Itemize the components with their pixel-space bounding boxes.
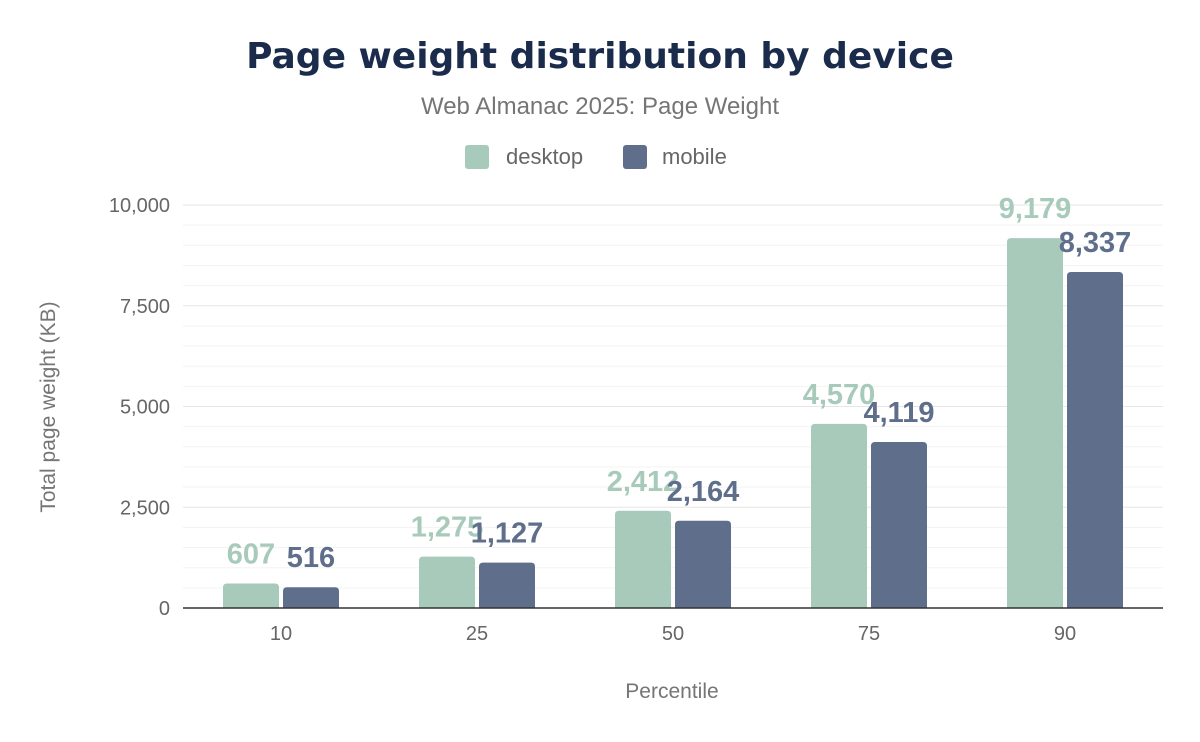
data-label-desktop-90: 9,179	[999, 193, 1072, 225]
x-tick-label: 50	[662, 623, 684, 645]
y-axis-title: Total page weight (KB)	[37, 301, 60, 512]
bar-desktop-90	[1007, 238, 1063, 608]
chart-subtitle: Web Almanac 2025: Page Weight	[421, 93, 779, 120]
data-label-mobile-50: 2,164	[667, 476, 740, 508]
x-tick-label: 90	[1054, 623, 1076, 645]
legend-swatch-desktop	[465, 145, 489, 169]
data-label-mobile-25: 1,127	[471, 518, 544, 550]
legend-swatch-mobile	[623, 145, 647, 169]
x-axis-ticks: 10 25 50 75 90	[270, 623, 1076, 645]
bar-desktop-50	[615, 510, 671, 608]
bar-mobile-90	[1067, 272, 1123, 608]
gridlines	[183, 204, 1163, 589]
bar-mobile-75	[871, 442, 927, 608]
x-tick-label: 10	[270, 623, 292, 645]
y-tick-label: 7,500	[120, 296, 170, 318]
y-tick-label: 0	[159, 598, 170, 620]
x-tick-label: 25	[466, 623, 488, 645]
x-axis-title: Percentile	[625, 680, 718, 703]
data-label-desktop-75: 4,570	[803, 379, 876, 411]
legend-label-desktop[interactable]: desktop	[506, 144, 583, 169]
chart-title: Page weight distribution by device	[246, 36, 954, 77]
data-label-desktop-10: 607	[227, 539, 275, 571]
data-label-mobile-90: 8,337	[1059, 227, 1132, 259]
data-label-desktop-25: 1,275	[411, 512, 484, 544]
bar-desktop-75	[811, 423, 867, 608]
legend: desktop mobile	[465, 144, 727, 169]
legend-label-mobile[interactable]: mobile	[662, 144, 727, 169]
data-label-desktop-50: 2,412	[607, 466, 680, 498]
y-tick-label: 5,000	[120, 397, 170, 419]
data-label-mobile-10: 516	[287, 542, 335, 574]
bar-mobile-25	[479, 562, 535, 608]
bar-desktop-10	[223, 583, 279, 608]
y-tick-label: 2,500	[120, 497, 170, 519]
bars	[223, 238, 1123, 608]
bar-mobile-50	[675, 520, 731, 608]
data-label-mobile-75: 4,119	[864, 397, 935, 429]
y-tick-label: 10,000	[109, 195, 170, 217]
bar-desktop-25	[419, 556, 475, 608]
y-axis-ticks: 0 2,500 5,000 7,500 10,000	[109, 195, 170, 620]
bar-mobile-10	[283, 587, 339, 608]
x-tick-label: 75	[858, 623, 880, 645]
